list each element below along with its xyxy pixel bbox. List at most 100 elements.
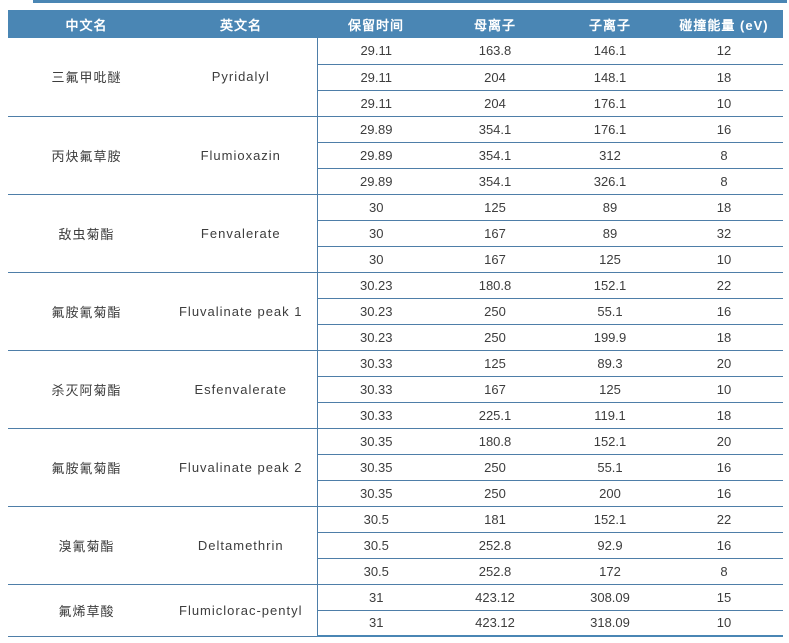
product-ion-value: 146.1 (555, 38, 665, 65)
compound-name-en: Fenvalerate (165, 194, 317, 273)
compound-name-en: Flumiclorac-pentyl (165, 584, 317, 637)
table-row: 溴氰菊酯 Deltamethrin 30.5 181 152.1 22 (8, 506, 783, 585)
table-row: 30.35 250 200 16 (8, 480, 783, 507)
collision-energy-value: 8 (665, 558, 783, 585)
retention-time-value: 30.23 (316, 272, 435, 299)
header-english-name: 英文名 (165, 10, 317, 38)
table-row: 30.33 167 125 10 (8, 376, 783, 403)
header-chinese-name: 中文名 (8, 10, 165, 38)
retention-time-value: 30.5 (316, 532, 435, 559)
parent-ion-value: 181 (435, 506, 555, 533)
parent-ion-value: 250 (435, 298, 555, 325)
compound-name-cn: 杀灭阿菊酯 (8, 350, 165, 429)
header-collision-energy: 碰撞能量 (eV) (665, 10, 783, 38)
table-row: 30.33 225.1 119.1 18 (8, 402, 783, 429)
collision-energy-value: 10 (665, 90, 783, 117)
product-ion-value: 318.09 (555, 610, 665, 637)
retention-time-value: 30.5 (316, 506, 435, 533)
table-row: 30.35 250 55.1 16 (8, 454, 783, 481)
collision-energy-value: 10 (665, 610, 783, 637)
product-ion-value: 125 (555, 376, 665, 403)
product-ion-value: 200 (555, 480, 665, 507)
collision-energy-value: 15 (665, 584, 783, 611)
retention-time-value: 29.89 (316, 116, 435, 143)
parent-ion-value: 167 (435, 246, 555, 273)
compound-name-cn: 氟胺氰菊酯 (8, 428, 165, 507)
collision-energy-value: 16 (665, 298, 783, 325)
collision-energy-value: 10 (665, 246, 783, 273)
retention-time-value: 30.5 (316, 558, 435, 585)
retention-time-value: 30.23 (316, 298, 435, 325)
product-ion-value: 176.1 (555, 116, 665, 143)
retention-time-value: 29.11 (316, 90, 435, 117)
table-row: 三氟甲吡醚 Pyridalyl 29.11 163.8 146.1 12 (8, 38, 783, 117)
table-row: 29.89 354.1 312 8 (8, 142, 783, 169)
retention-time-value: 31 (316, 610, 435, 637)
compound-name-en: Flumioxazin (165, 116, 317, 195)
retention-time-value: 30.35 (316, 428, 435, 455)
top-divider-line (33, 0, 787, 3)
product-ion-value: 199.9 (555, 324, 665, 351)
table-row: 氟烯草酸 Flumiclorac-pentyl 31 423.12 308.09 15 (8, 584, 783, 637)
table-row: 30 167 125 10 (8, 246, 783, 273)
compound-name-cn: 氟胺氰菊酯 (8, 272, 165, 351)
header-product-ion: 子离子 (555, 10, 665, 38)
compound-name-cn: 溴氰菊酯 (8, 506, 165, 585)
table-row: 杀灭阿菊酯 Esfenvalerate 30.33 125 89.3 20 (8, 350, 783, 429)
collision-energy-value: 20 (665, 428, 783, 455)
product-ion-value: 152.1 (555, 428, 665, 455)
header-row: 中文名 英文名 保留时间 母离子 子离子 碰撞能量 (eV) (8, 10, 783, 38)
retention-time-value: 30 (316, 220, 435, 247)
table-row: 31 423.12 318.09 10 (8, 610, 783, 637)
parent-ion-value: 423.12 (435, 610, 555, 637)
table-row: 氟胺氰菊酯 Fluvalinate peak 2 30.35 180.8 152.1 20 (8, 428, 783, 507)
retention-time-value: 30.23 (316, 324, 435, 351)
table-row: 氟胺氰菊酯 Fluvalinate peak 1 30.23 180.8 152.1 22 (8, 272, 783, 351)
parent-ion-value: 180.8 (435, 272, 555, 299)
table-row: 29.11 204 148.1 18 (8, 64, 783, 91)
parent-ion-value: 204 (435, 64, 555, 91)
retention-time-value: 30 (316, 194, 435, 221)
product-ion-value: 89 (555, 220, 665, 247)
product-ion-value: 308.09 (555, 584, 665, 611)
compound-name-en: Deltamethrin (165, 506, 317, 585)
collision-energy-value: 10 (665, 376, 783, 403)
compound-name-en: Esfenvalerate (165, 350, 317, 429)
ms-parameters-table: 中文名 英文名 保留时间 母离子 子离子 碰撞能量 (eV) 三氟甲吡醚 Pyri… (8, 10, 783, 637)
collision-energy-value: 8 (665, 168, 783, 195)
parent-ion-value: 225.1 (435, 402, 555, 429)
collision-energy-value: 22 (665, 272, 783, 299)
collision-energy-value: 32 (665, 220, 783, 247)
parent-ion-value: 250 (435, 480, 555, 507)
table-row: 29.11 204 176.1 10 (8, 90, 783, 117)
compound-name-en: Fluvalinate peak 2 (165, 428, 317, 507)
parent-ion-value: 252.8 (435, 532, 555, 559)
collision-energy-value: 16 (665, 480, 783, 507)
retention-time-value: 30.33 (316, 350, 435, 377)
product-ion-value: 92.9 (555, 532, 665, 559)
product-ion-value: 326.1 (555, 168, 665, 195)
table-row: 29.89 354.1 326.1 8 (8, 168, 783, 195)
compound-name-cn: 丙炔氟草胺 (8, 116, 165, 195)
collision-energy-value: 16 (665, 454, 783, 481)
retention-time-value: 31 (316, 584, 435, 611)
retention-time-value: 30.35 (316, 480, 435, 507)
parent-ion-value: 250 (435, 454, 555, 481)
table-row: 敌虫菊酯 Fenvalerate 30 125 89 18 (8, 194, 783, 273)
retention-time-value: 30.33 (316, 376, 435, 403)
ms-parameters-table-wrap: 中文名 英文名 保留时间 母离子 子离子 碰撞能量 (eV) 三氟甲吡醚 Pyri… (8, 10, 783, 637)
table-row: 丙炔氟草胺 Flumioxazin 29.89 354.1 176.1 16 (8, 116, 783, 195)
compound-name-en: Fluvalinate peak 1 (165, 272, 317, 351)
collision-energy-value: 18 (665, 324, 783, 351)
parent-ion-value: 167 (435, 220, 555, 247)
parent-ion-value: 163.8 (435, 38, 555, 65)
collision-energy-value: 18 (665, 194, 783, 221)
table-row: 30.23 250 55.1 16 (8, 298, 783, 325)
compound-name-cn: 氟烯草酸 (8, 584, 165, 637)
table-row: 30.5 252.8 172 8 (8, 558, 783, 585)
collision-energy-value: 18 (665, 402, 783, 429)
retention-time-value: 30.33 (316, 402, 435, 429)
table-body: 三氟甲吡醚 Pyridalyl 29.11 163.8 146.1 12 29.11 204 1… (8, 38, 783, 637)
parent-ion-value: 125 (435, 194, 555, 221)
